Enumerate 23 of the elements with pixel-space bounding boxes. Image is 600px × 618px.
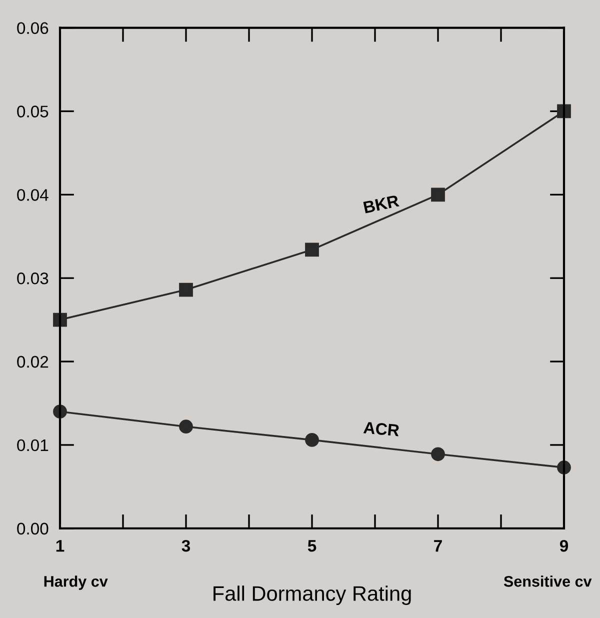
point bbox=[305, 433, 319, 447]
text: Hardy cv bbox=[44, 576, 108, 590]
x-axis-title: Fall Dormancy Rating bbox=[214, 586, 411, 606]
y-tick-label: 0.06 bbox=[17, 22, 48, 34]
x-tick-label: 1 bbox=[56, 540, 64, 552]
x-tick-label: 9 bbox=[560, 540, 568, 552]
series-label: ACR bbox=[363, 422, 400, 436]
y-tick-label: 0.04 bbox=[17, 189, 48, 201]
point bbox=[179, 420, 193, 434]
y-tick-label: 0.05 bbox=[17, 106, 48, 118]
x-tick-label: 3 bbox=[182, 540, 190, 552]
point bbox=[431, 447, 445, 462]
x-tick-label: 7 bbox=[434, 540, 442, 552]
y-tick-label: 0.03 bbox=[17, 272, 48, 284]
point bbox=[305, 242, 319, 257]
text: BKR bbox=[363, 194, 400, 214]
x-tick-label: 5 bbox=[308, 540, 316, 552]
y-tick-label: 0.01 bbox=[17, 439, 48, 452]
y-tick-label: 0.02 bbox=[17, 356, 48, 368]
point bbox=[431, 188, 445, 202]
point bbox=[179, 282, 193, 297]
y-tick-label: 0.00 bbox=[17, 522, 48, 535]
text: Sensitive cv bbox=[504, 576, 592, 587]
